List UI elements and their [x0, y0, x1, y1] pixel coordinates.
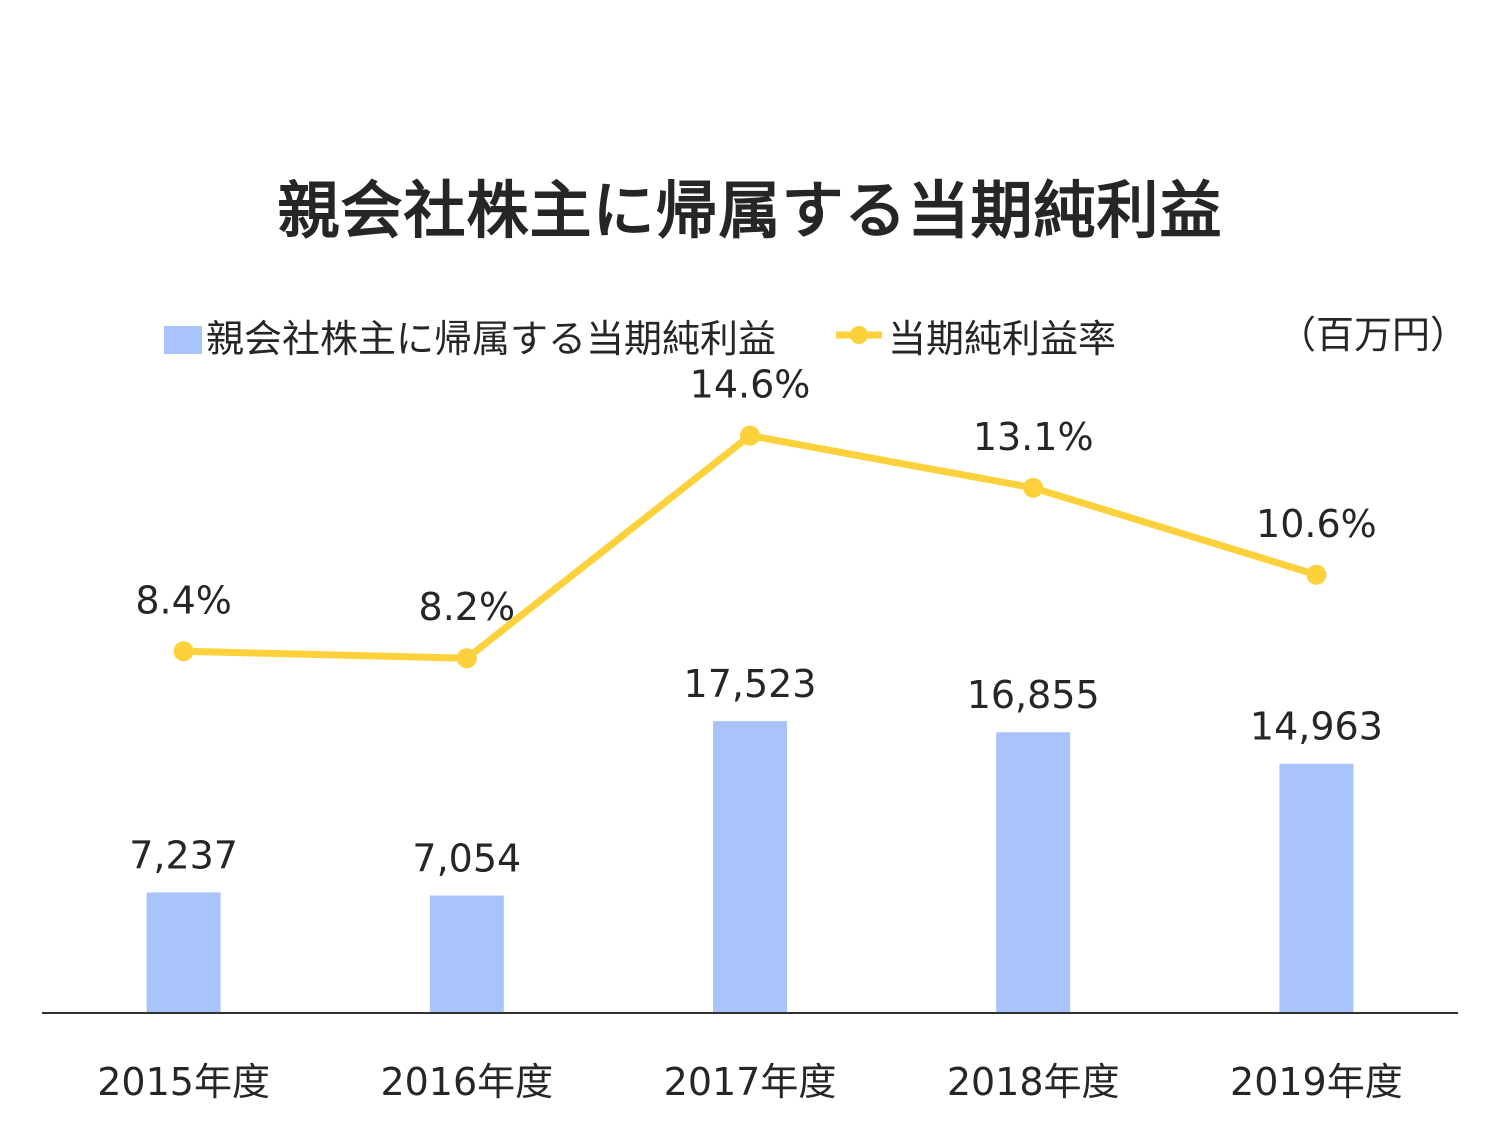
chart-title: 親会社株主に帰属する当期純利益: [277, 174, 1223, 247]
bar-label-2: 17,523: [684, 662, 817, 706]
bar-2: [713, 721, 787, 1013]
rate-line: [180, 432, 1320, 662]
x-tick-label-1: 2016年度: [380, 1060, 553, 1104]
rate-point-1: [456, 648, 477, 669]
rate-point-2: [740, 425, 760, 446]
bar-4: [1279, 763, 1354, 1013]
rate-point-4: [1306, 564, 1327, 585]
legend-line-swatch: [836, 326, 882, 344]
unit-label: （百万円）: [1277, 313, 1468, 357]
rate-label-1: 8.2%: [419, 585, 516, 629]
bar-3: [996, 732, 1071, 1013]
x-tick-label-4: 2019年度: [1230, 1060, 1403, 1104]
legend-bar-label: 親会社株主に帰属する当期純利益: [205, 316, 776, 361]
bar-1: [429, 895, 504, 1013]
rate-label-0: 8.4%: [135, 578, 232, 622]
x-tick-label-0: 2015年度: [97, 1060, 270, 1104]
legend-line-label: 当期純利益率: [888, 316, 1117, 361]
x-tick-label-3: 2018年度: [947, 1060, 1120, 1104]
rate-point-0: [173, 641, 194, 662]
x-tick-label-2: 2017年度: [664, 1060, 837, 1104]
legend-bar-swatch: [163, 326, 202, 354]
bar-label-4: 14,963: [1250, 705, 1383, 749]
bar-0: [146, 892, 221, 1013]
bar-label-0: 7,237: [129, 833, 238, 877]
rate-point-3: [1023, 477, 1044, 498]
bar-label-3: 16,855: [967, 673, 1100, 717]
rate-label-3: 13.1%: [973, 415, 1094, 459]
rate-label-2: 14.6%: [690, 363, 811, 407]
legend-item-line: 当期純利益率: [836, 308, 1116, 363]
legend: 親会社株主に帰属する当期純利益 当期純利益率: [0, 305, 1500, 365]
bar-label-1: 7,054: [412, 836, 521, 880]
rate-label-4: 10.6%: [1256, 502, 1377, 546]
legend-item-bar: 親会社株主に帰属する当期純利益: [163, 308, 776, 363]
